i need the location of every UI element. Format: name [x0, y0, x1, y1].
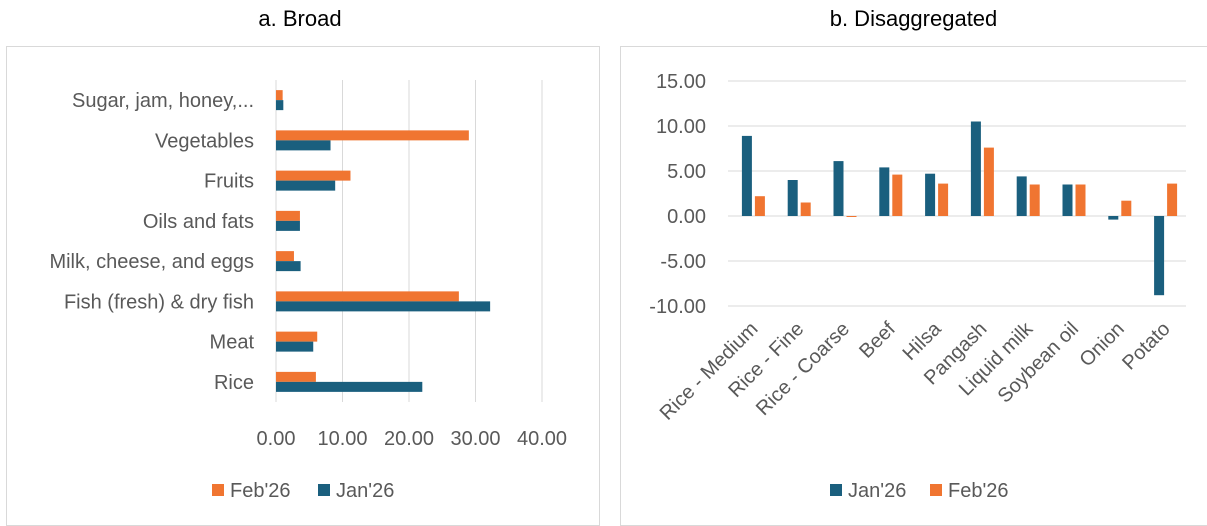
- bar: [276, 180, 336, 191]
- y-tick-label: -5.00: [660, 251, 706, 273]
- bar: [1075, 184, 1086, 216]
- bar: [276, 90, 283, 101]
- bar: [970, 121, 981, 216]
- legend-swatch: [212, 484, 224, 496]
- bar: [276, 261, 301, 272]
- bar: [1121, 200, 1132, 216]
- category-label: Fish (fresh) & dry fish: [64, 291, 254, 313]
- bar: [846, 216, 857, 217]
- legend-label: Feb'26: [948, 480, 1009, 502]
- category-label: Potato: [1118, 318, 1174, 374]
- category-label: Sugar, jam, honey,...: [72, 90, 254, 112]
- bar: [276, 331, 318, 342]
- y-tick-label: 10.00: [656, 116, 706, 138]
- category-label: Oils and fats: [143, 211, 254, 233]
- bar: [276, 251, 294, 262]
- chart-a-panel: [6, 46, 600, 526]
- category-label: Onion: [1076, 318, 1129, 371]
- x-tick-label: 0.00: [257, 428, 296, 450]
- bar: [1062, 184, 1073, 216]
- bar: [276, 170, 351, 181]
- x-tick-label: 20.00: [384, 428, 434, 450]
- category-label: Meat: [210, 332, 255, 354]
- legend-label: Feb'26: [230, 480, 291, 502]
- category-label: Beef: [855, 318, 900, 363]
- bar: [1016, 176, 1027, 216]
- bar: [276, 210, 300, 221]
- y-tick-label: -10.00: [649, 296, 706, 318]
- chart-a-title: a. Broad: [258, 6, 342, 31]
- bar: [276, 381, 423, 392]
- bar: [833, 161, 844, 216]
- bar: [892, 174, 903, 216]
- bar: [787, 180, 798, 216]
- bar: [983, 147, 994, 216]
- bar: [1029, 184, 1040, 216]
- bar: [1154, 216, 1165, 296]
- legend-swatch: [830, 484, 842, 496]
- bar: [276, 371, 316, 382]
- y-tick-label: 15.00: [656, 71, 706, 93]
- y-tick-label: 5.00: [667, 161, 706, 183]
- x-tick-label: 10.00: [317, 428, 367, 450]
- x-tick-label: 30.00: [450, 428, 500, 450]
- legend-label: Jan'26: [336, 480, 394, 502]
- bar: [276, 130, 469, 141]
- bar: [276, 100, 284, 111]
- bar: [276, 341, 314, 352]
- bar: [754, 196, 765, 216]
- legend-label: Jan'26: [848, 480, 906, 502]
- y-tick-label: 0.00: [667, 206, 706, 228]
- category-label: Fruits: [204, 171, 254, 193]
- chart-b-title: b. Disaggregated: [829, 6, 998, 31]
- x-tick-label: 40.00: [517, 428, 567, 450]
- bar: [1167, 183, 1178, 216]
- bar: [276, 220, 300, 231]
- bar: [741, 135, 752, 216]
- bar: [925, 173, 936, 216]
- legend-swatch: [318, 484, 330, 496]
- bar: [879, 167, 890, 216]
- category-label: Milk, cheese, and eggs: [49, 251, 254, 273]
- bar: [276, 291, 459, 302]
- bar: [1108, 216, 1119, 220]
- category-label: Vegetables: [155, 130, 254, 152]
- bar: [800, 202, 811, 216]
- bar: [276, 301, 491, 312]
- legend-swatch: [930, 484, 942, 496]
- bar: [938, 183, 949, 216]
- category-label: Rice: [214, 372, 254, 394]
- bar: [276, 140, 331, 151]
